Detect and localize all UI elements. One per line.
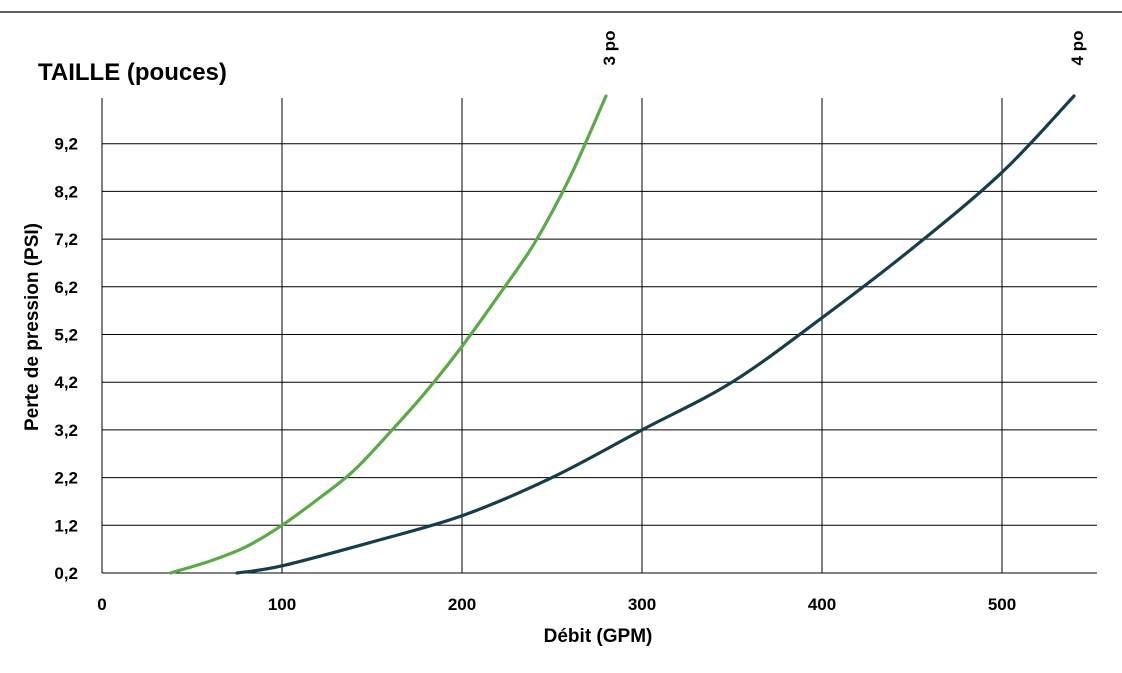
series-line — [168, 94, 608, 575]
series-label: 4 po — [1068, 31, 1087, 66]
y-tick-label: 5,2 — [54, 326, 78, 345]
chart-title: TAILLE (pouces) — [38, 59, 227, 86]
y-tick-label: 7,2 — [54, 230, 78, 249]
series-line — [235, 94, 1076, 575]
x-tick-label: 500 — [988, 595, 1016, 614]
series-layer: 3 po 4 po — [168, 31, 1087, 575]
y-tick-label: 1,2 — [54, 516, 78, 535]
y-tick-label: 4,2 — [54, 373, 78, 392]
y-tick-label: 6,2 — [54, 278, 78, 297]
grid-layer — [101, 98, 1097, 574]
x-tick-label: 300 — [628, 595, 656, 614]
series-label: 3 po — [600, 31, 619, 66]
x-tick-label: 400 — [808, 595, 836, 614]
y-tick-label: 9,2 — [54, 135, 78, 154]
y-tick-label: 3,2 — [54, 421, 78, 440]
y-axis-label: Perte de pression (PSI) — [22, 223, 43, 431]
x-tick-label: 200 — [448, 595, 476, 614]
x-axis-label: Débit (GPM) — [544, 626, 653, 647]
y-tick-label: 8,2 — [54, 182, 78, 201]
y-tick-label: 2,2 — [54, 469, 78, 488]
x-tick-label: 0 — [97, 595, 106, 614]
x-tick-label: 100 — [268, 595, 296, 614]
y-tick-label: 0,2 — [54, 564, 78, 583]
tick-layer: 0,2 1,2 2,2 3,2 4,2 5,2 6,2 7,2 8,2 9,2 0 100 200 300… — [54, 135, 1016, 614]
